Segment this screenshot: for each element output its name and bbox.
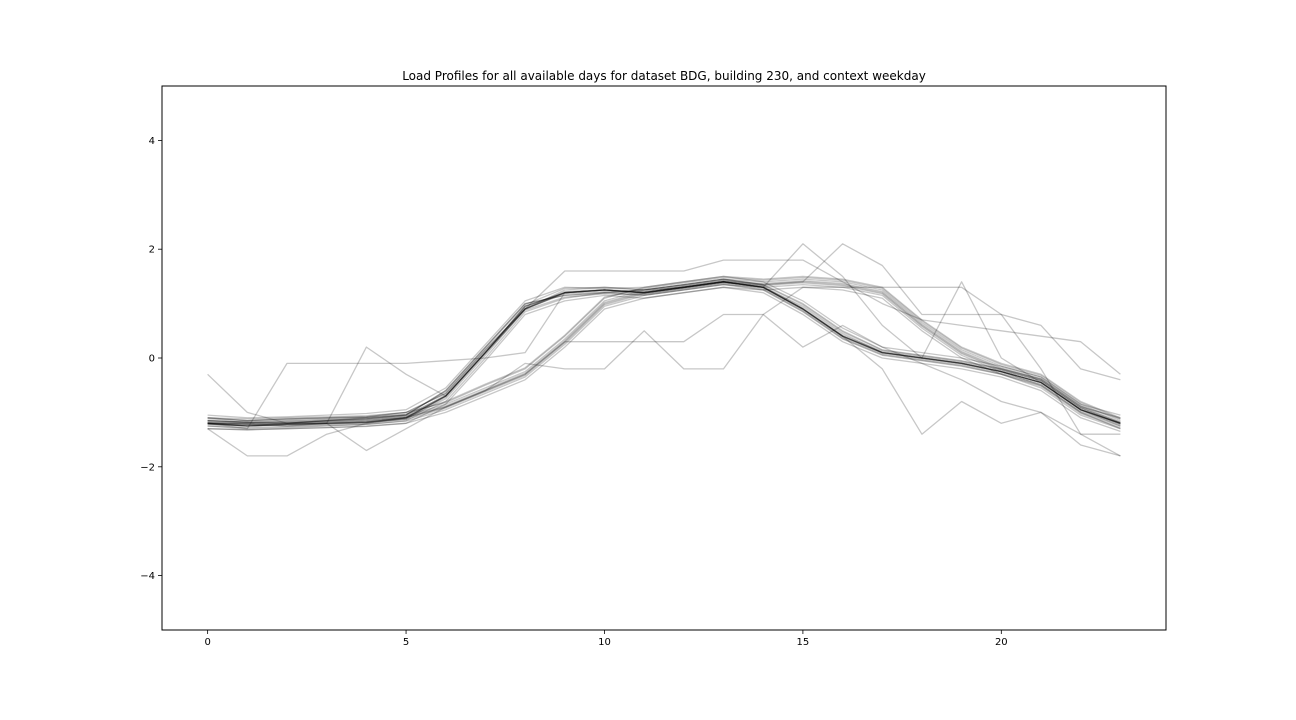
profile-line-15	[207, 286, 1121, 431]
profile-line-17	[207, 282, 1121, 427]
profile-line-9	[207, 283, 1121, 429]
profile-line-12	[207, 278, 1121, 423]
y-tick-label: 0	[149, 354, 155, 365]
profile-line-21	[207, 281, 1121, 457]
profile-line-18	[207, 276, 1121, 422]
profile-line-10	[207, 279, 1121, 423]
y-tick-label: −4	[140, 571, 155, 582]
profile-line-22	[207, 281, 1121, 427]
profile-line-6	[207, 275, 1121, 419]
profile-line-28	[207, 259, 1121, 422]
y-tick-label: 4	[149, 136, 155, 147]
x-tick-label: 5	[403, 637, 409, 648]
y-axis-ticks: −4 −2 0 2 4	[140, 136, 162, 582]
profile-line-23	[207, 286, 1121, 452]
profile-line-4	[207, 281, 1121, 427]
y-tick-label: 2	[149, 245, 155, 256]
profile-line-26	[207, 243, 1121, 424]
x-tick-label: 15	[797, 637, 810, 648]
x-tick-label: 20	[995, 637, 1008, 648]
y-tick-label: −2	[140, 462, 155, 473]
profile-line-5	[207, 286, 1121, 433]
x-tick-label: 0	[204, 637, 210, 648]
profile-line-2	[207, 278, 1121, 424]
profile-line-14	[207, 275, 1121, 420]
profile-line-7	[207, 282, 1121, 427]
x-axis-ticks: 0 5 10 15 20	[204, 630, 1008, 648]
plot-area-frame	[161, 85, 1167, 631]
profile-line-11	[207, 281, 1121, 426]
profile-line-13	[207, 283, 1121, 429]
profile-line-8	[207, 280, 1121, 424]
profile-line-19	[207, 281, 1121, 424]
profile-line-1	[207, 281, 1121, 427]
profile-line-27	[207, 313, 1121, 457]
profile-lines	[207, 243, 1121, 457]
profile-line-16	[207, 280, 1121, 424]
chart-title: Load Profiles for all available days for…	[402, 69, 926, 83]
profile-line-3	[207, 283, 1121, 430]
x-tick-label: 10	[598, 637, 611, 648]
profile-line-24	[207, 281, 1121, 457]
profile-line-20	[207, 281, 1121, 430]
profile-line-25	[207, 243, 1121, 427]
